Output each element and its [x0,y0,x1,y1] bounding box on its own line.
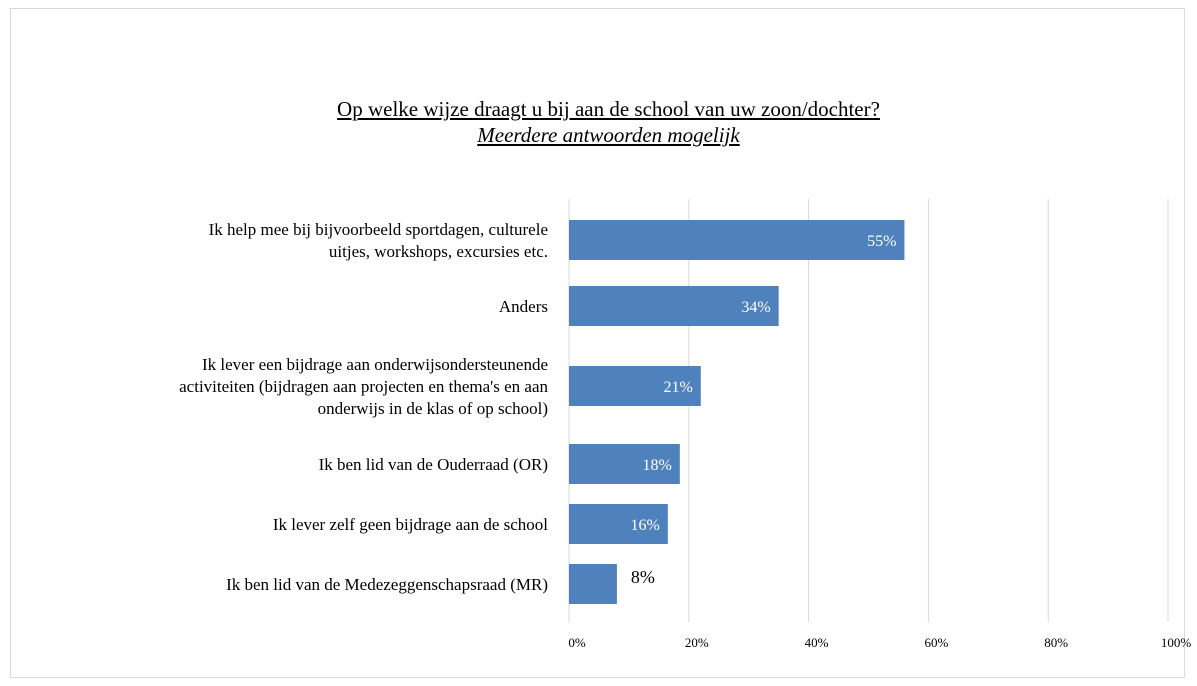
data-label: 21% [663,379,692,396]
x-tick-label: 40% [805,635,829,650]
gridlines [568,199,1169,622]
x-tick-label: 0% [568,635,586,650]
bar [569,286,779,326]
chart-subtitle: Meerdere antwoorden mogelijk [477,123,740,147]
category-label: onderwijs in de klas of op school) [318,399,548,418]
data-label: 16% [631,517,660,534]
chart-title: Op welke wijze draagt u bij aan de schoo… [337,97,880,121]
category-label: Ik lever zelf geen bijdrage aan de schoo… [273,515,548,534]
x-tick-label: 80% [1044,635,1068,650]
category-labels: Ik help mee bij bijvoorbeeld sportdagen,… [179,220,548,594]
bar [569,366,701,406]
category-label: Ik lever een bijdrage aan onderwijsonder… [202,355,548,374]
x-tick-label: 100% [1161,635,1192,650]
data-label: 55% [867,233,896,250]
category-label: Anders [499,297,548,316]
bar [569,220,905,260]
bars [569,220,905,604]
bar [569,564,617,604]
x-tick-label: 20% [685,635,709,650]
chart-title-block: Op welke wijze draagt u bij aan de schoo… [0,96,1197,148]
category-label: Ik help mee bij bijvoorbeeld sportdagen,… [209,220,548,239]
data-label: 34% [741,299,770,316]
bar [569,504,668,544]
bar [569,444,680,484]
data-labels: 55% 34% 21% 18% 16% 8% [631,233,897,587]
category-label: Ik ben lid van de Medezeggenschapsraad (… [226,575,548,594]
data-label: 18% [642,457,671,474]
data-label: 8% [631,567,655,587]
category-label: Ik ben lid van de Ouderraad (OR) [319,455,548,474]
category-label: uitjes, workshops, excursies etc. [329,242,548,261]
x-tick-label: 60% [924,635,948,650]
x-axis-tick-labels: 0% 20% 40% 60% 80% 100% [568,635,1191,650]
category-label: activiteiten (bijdragen aan projecten en… [179,377,548,396]
